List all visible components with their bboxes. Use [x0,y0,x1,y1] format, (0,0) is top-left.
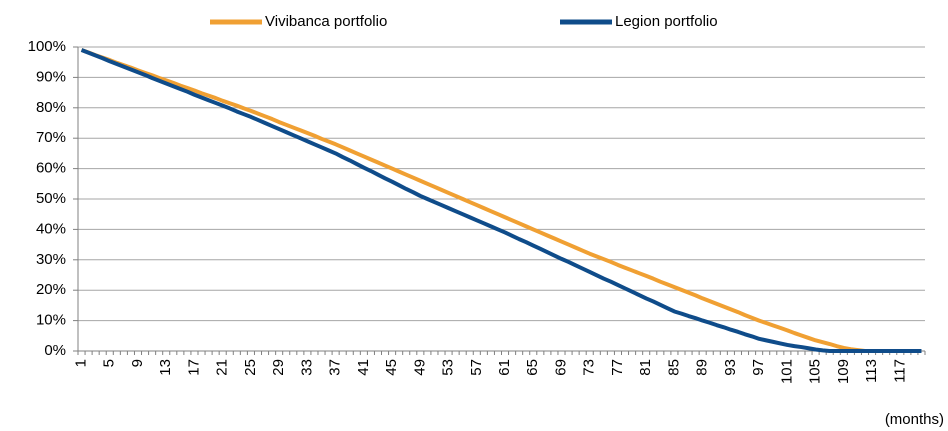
x-axis-label: (months) [885,411,944,428]
y-tick-label: 0% [44,342,66,359]
x-tick-label: 9 [129,359,146,367]
x-tick-label: 117 [891,359,908,383]
x-tick-label: 109 [835,359,852,384]
y-tick-label: 60% [36,160,66,177]
x-tick-label: 85 [665,359,682,376]
x-tick-label: 45 [383,359,400,376]
x-tick-label: 65 [524,359,541,376]
x-tick-label: 81 [637,359,654,376]
x-tick-label: 13 [157,359,174,376]
x-tick-label: 101 [778,359,795,384]
x-tick-label: 29 [270,359,287,376]
y-tick-label: 100% [28,38,66,55]
x-tick-label: 53 [440,359,457,376]
x-tick-label: 113 [863,359,880,383]
y-tick-label: 30% [36,251,66,268]
series-line [80,48,922,353]
legend-label: Legion portfolio [615,13,718,30]
x-tick-label: 105 [807,359,824,384]
y-tick-label: 90% [36,68,66,85]
x-tick-label: 37 [327,359,344,376]
x-tick-label: 5 [101,359,118,367]
y-tick-label: 20% [36,281,66,298]
y-tick-label: 70% [36,129,66,146]
x-tick-label: 25 [242,359,259,376]
x-tick-label: 1 [72,359,89,367]
legend-label: Vivibanca portfolio [265,13,387,30]
x-tick-label: 57 [468,359,485,376]
x-tick-label: 17 [185,359,202,376]
y-tick-label: 10% [36,312,66,329]
y-tick-label: 50% [36,190,66,207]
x-tick-label: 49 [411,359,428,376]
y-tick-label: 40% [36,220,66,237]
x-tick-label: 89 [694,359,711,376]
x-tick-label: 77 [609,359,626,376]
series-line [80,48,922,353]
x-tick-label: 93 [722,359,739,376]
x-tick-label: 73 [581,359,598,376]
x-tick-label: 97 [750,359,767,376]
x-tick-label: 41 [355,359,372,376]
x-tick-label: 69 [552,359,569,376]
x-tick-label: 33 [298,359,315,376]
x-tick-label: 61 [496,359,513,376]
x-tick-label: 21 [214,359,231,376]
y-tick-label: 80% [36,99,66,116]
